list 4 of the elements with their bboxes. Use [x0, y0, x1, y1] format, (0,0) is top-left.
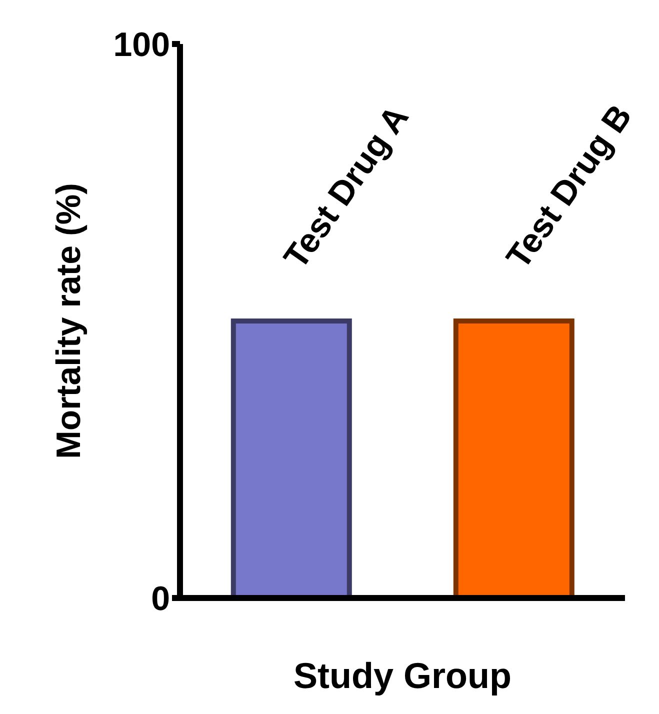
y-axis-title: Mortality rate (%)	[50, 183, 88, 459]
x-axis-title: Study Group	[294, 655, 512, 696]
y-tick-label: 0	[151, 580, 170, 618]
y-tick-label: 100	[113, 26, 170, 64]
